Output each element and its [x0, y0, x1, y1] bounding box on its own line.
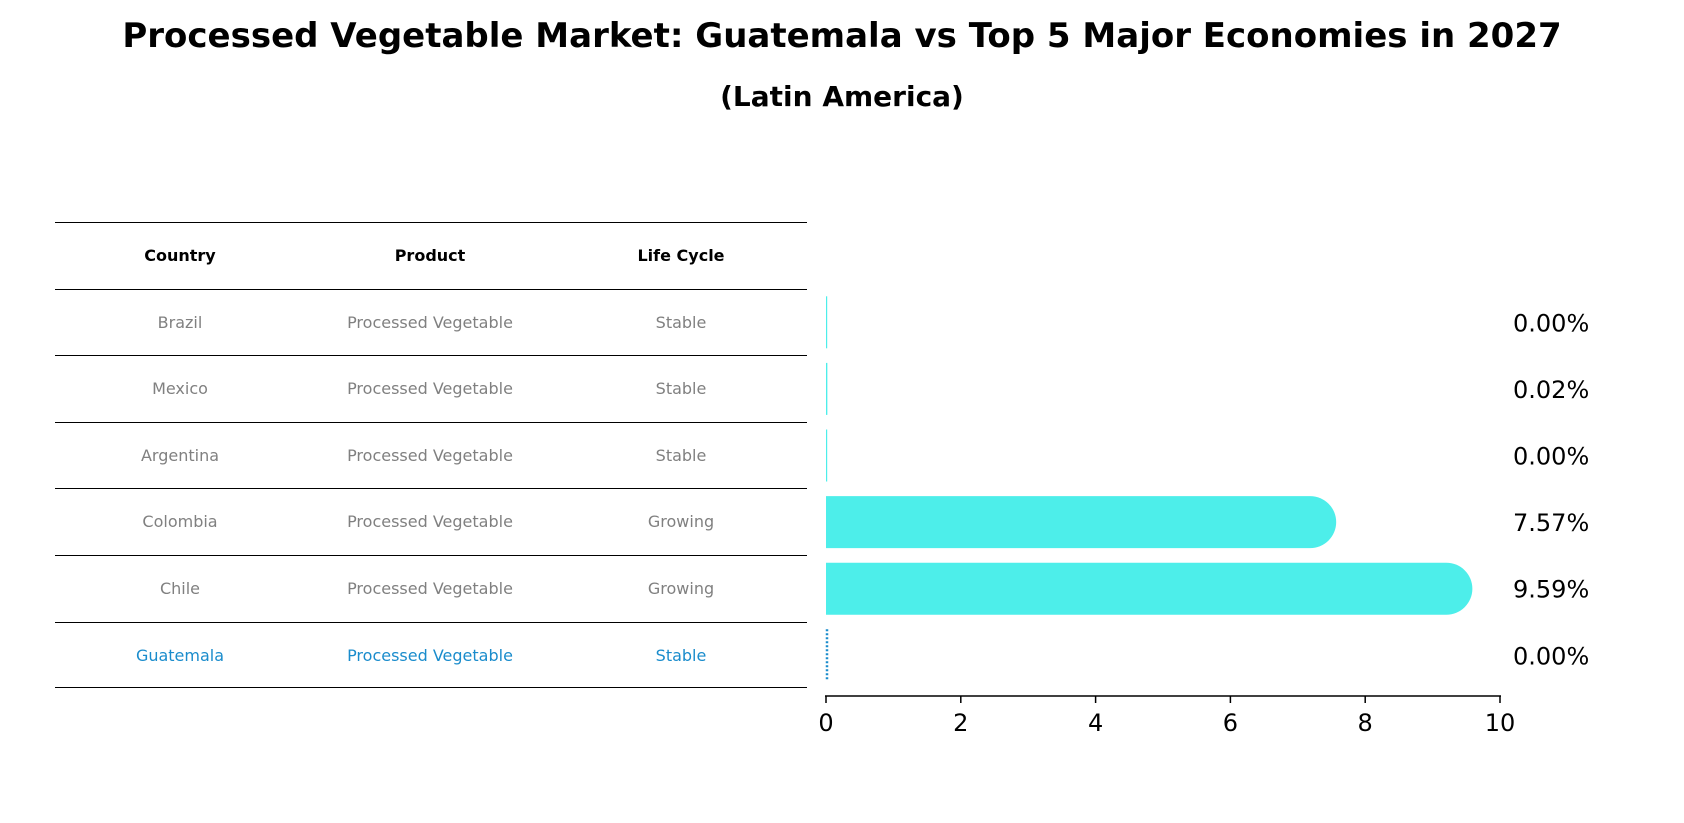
table-row: Brazil Processed Vegetable Stable — [55, 288, 807, 356]
cell-life-cycle: Stable — [655, 645, 707, 665]
cell-country: Colombia — [142, 512, 218, 532]
bar-argentina — [826, 429, 828, 482]
cell-life-cycle: Stable — [655, 379, 707, 399]
value-labels-group: 0.00% 0.02% 0.00% 7.57% 9.59% 0.00% — [1513, 309, 1589, 670]
cell-product: Processed Vegetable — [347, 645, 513, 665]
cell-life-cycle: Stable — [655, 312, 707, 332]
value-label: 0.02% — [1513, 376, 1589, 404]
bar-brazil — [826, 296, 828, 349]
header-life-cycle: Life Cycle — [637, 246, 725, 265]
bars-group — [825, 296, 1473, 682]
cell-product: Processed Vegetable — [347, 512, 513, 532]
x-tick-label: 8 — [1358, 709, 1373, 737]
bar-chile — [826, 562, 1473, 615]
cell-country: Brazil — [157, 312, 203, 332]
header-country: Country — [144, 246, 216, 265]
cell-product: Processed Vegetable — [347, 578, 513, 598]
cell-life-cycle: Growing — [647, 512, 715, 532]
table-row: Chile Processed Vegetable Growing — [55, 554, 807, 622]
table-row: Mexico Processed Vegetable Stable — [55, 355, 807, 422]
cell-country: Guatemala — [135, 645, 225, 665]
cell-product: Processed Vegetable — [347, 312, 513, 332]
table-row-highlighted: Guatemala Processed Vegetable Stable — [55, 621, 807, 689]
value-label: 0.00% — [1513, 443, 1589, 471]
cell-life-cycle: Stable — [655, 445, 707, 465]
value-label: 0.00% — [1513, 642, 1589, 670]
x-tick-label: 10 — [1485, 709, 1516, 737]
bar-colombia — [826, 496, 1337, 549]
value-label: 7.57% — [1513, 509, 1589, 537]
value-label: 0.00% — [1513, 309, 1589, 337]
cell-life-cycle: Growing — [647, 578, 715, 598]
x-tick-label: 6 — [1223, 709, 1238, 737]
table-header-row: Country Product Life Cycle — [55, 222, 807, 289]
table-row: Argentina Processed Vegetable Stable — [55, 421, 807, 489]
header-product: Product — [394, 246, 466, 265]
table-row: Colombia Processed Vegetable Growing — [55, 488, 807, 555]
x-tick-label: 0 — [818, 709, 833, 737]
chart-subtitle: (Latin America) — [720, 80, 964, 113]
bar-mexico — [826, 362, 828, 415]
data-table: Country Product Life Cycle Brazil Proces… — [55, 222, 807, 689]
x-tick-label: 4 — [1088, 709, 1103, 737]
x-axis: 0 2 4 6 8 10 — [818, 695, 1516, 737]
chart-title: Processed Vegetable Market: Guatemala vs… — [122, 16, 1562, 56]
cell-country: Argentina — [140, 445, 220, 465]
cell-country: Mexico — [152, 379, 208, 399]
cell-country: Chile — [159, 578, 201, 598]
x-tick-label: 2 — [953, 709, 968, 737]
cell-product: Processed Vegetable — [347, 445, 513, 465]
cell-product: Processed Vegetable — [347, 379, 513, 399]
value-label: 9.59% — [1513, 576, 1589, 604]
